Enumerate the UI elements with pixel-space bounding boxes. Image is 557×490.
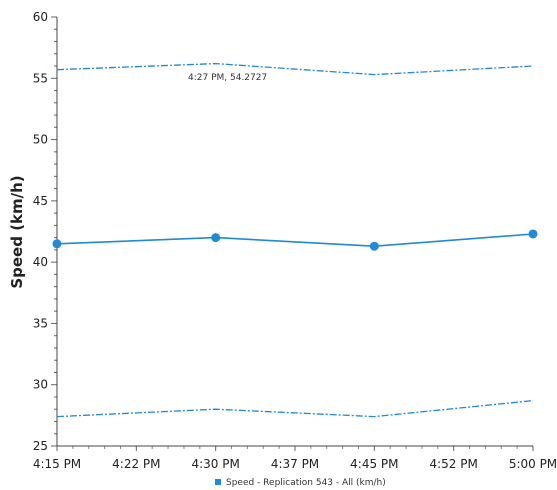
series-layer [52, 62, 538, 418]
y-tick-label: 60 [33, 10, 48, 24]
x-tick-label: 4:37 PM [271, 457, 319, 471]
x-tick-label: 4:52 PM [429, 457, 477, 471]
legend[interactable]: Speed - Replication 543 - All (km/h) [215, 478, 386, 488]
series-line-main [56, 233, 534, 248]
hover-annotation: 4:27 PM, 54.2727 [188, 73, 267, 83]
legend-swatch [215, 479, 221, 485]
x-minor-ticks [56, 446, 534, 451]
y-tick-label: 50 [33, 133, 48, 147]
series-line-lower-bound [56, 399, 534, 418]
data-point [369, 241, 379, 251]
y-tick-label: 25 [33, 439, 48, 453]
x-tick-label: 5:00 PM [509, 457, 557, 471]
data-point [211, 233, 221, 243]
y-tick-label: 40 [33, 255, 48, 269]
y-axis-title: Speed (km/h) [8, 175, 26, 288]
axes [56, 17, 533, 447]
y-tick-labels: 25 30 35 40 45 50 55 60 [33, 10, 48, 453]
x-tick-labels: 4:15 PM 4:22 PM 4:30 PM 4:37 PM 4:45 PM 4:52 … [33, 457, 557, 471]
series-line-upper-bound [56, 62, 534, 76]
y-tick-label: 45 [33, 194, 48, 208]
y-tick-label: 35 [33, 316, 48, 330]
y-minor-ticks [51, 16, 57, 447]
data-point [528, 229, 538, 239]
data-point [52, 239, 62, 249]
x-tick-label: 4:15 PM [33, 457, 81, 471]
x-tick-label: 4:45 PM [350, 457, 398, 471]
legend-label: Speed - Replication 543 - All (km/h) [226, 478, 386, 488]
x-tick-label: 4:30 PM [191, 457, 239, 471]
x-tick-label: 4:22 PM [112, 457, 160, 471]
y-tick-label: 30 [33, 378, 48, 392]
y-tick-label: 55 [33, 71, 48, 85]
